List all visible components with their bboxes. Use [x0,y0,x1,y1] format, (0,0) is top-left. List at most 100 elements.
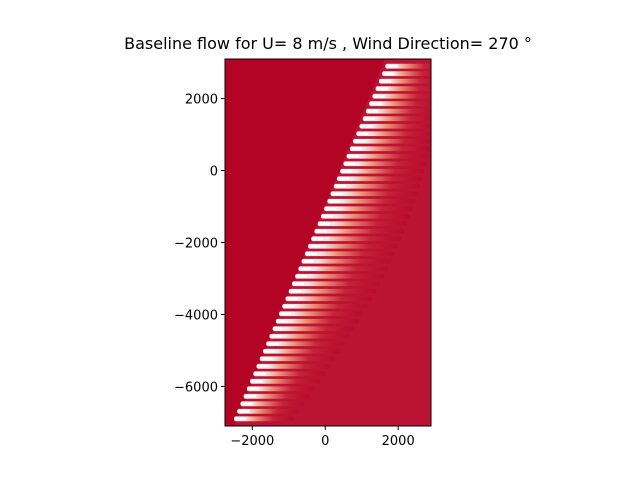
turbine-wake [311,236,402,242]
turbine-wake [234,416,295,422]
turbine-wake [288,288,377,294]
turbine-wake [359,123,431,129]
turbine-wake [266,341,345,347]
turbine-rotor [243,395,256,398]
turbine-rotor [353,140,366,143]
turbine-wake [330,191,418,197]
turbine-rotor [375,87,388,90]
turbine-wake [301,258,392,264]
turbine-rotor [314,230,327,233]
turbine-wake [350,146,431,152]
turbine-rotor [256,365,269,368]
turbine-rotor [272,327,285,330]
y-axis: −6000 −4000 −2000 0 2000 [174,93,225,395]
turbine-rotor [269,335,282,338]
turbine-wake [275,318,359,324]
turbine-wake [321,213,411,219]
turbine-wake [314,228,405,234]
turbine-wake [375,86,431,92]
turbine-wake [382,71,431,77]
turbine-rotor [301,260,314,263]
turbine-rotor [382,72,395,75]
turbine-wake [269,333,350,339]
turbine-rotor [275,320,288,323]
turbine-wake [308,243,399,249]
turbine-rotor [304,252,317,255]
turbine-rotor [385,64,398,68]
turbine-wake [243,393,310,399]
turbine-rotor [308,245,321,248]
x-tick-label: 2000 [382,434,415,449]
turbine-wake [353,138,431,144]
turbine-rotor [324,207,337,210]
turbine-rotor [292,282,305,285]
turbine-wake [343,161,427,167]
turbine-wake [317,221,408,227]
turbine-rotor [282,305,295,308]
turbine-rotor [279,312,292,315]
turbine-wake [259,356,336,362]
turbine-rotor [327,200,340,203]
turbine-rotor [337,177,350,180]
turbine-rotor [317,222,330,225]
turbine-wake [337,176,423,182]
turbine-wake [272,326,355,332]
turbine-rotor [330,192,343,195]
turbine-rotor [343,162,356,165]
chart-title: Baseline flow for U= 8 m/s , Wind Direct… [124,34,532,53]
turbine-rotor [250,380,263,383]
turbine-rotor [366,110,379,113]
turbine-rotor [346,155,359,158]
turbine-rotor [378,80,391,83]
turbine-wake [285,296,372,302]
turbine-wake [256,363,331,369]
y-tick-label: −4000 [174,308,218,323]
y-tick-label: 2000 [185,93,218,108]
turbine-wake [250,378,321,384]
turbine-wake [346,153,429,159]
turbine-rotor [311,237,324,240]
y-tick-label: −6000 [174,380,218,395]
plot-area [224,58,432,427]
turbine-rotor [321,215,334,218]
turbine-wake [369,101,431,107]
turbine-wake [324,206,413,212]
turbine-rotor [266,342,279,345]
turbine-rotor [340,170,353,173]
turbine-wake [327,198,416,204]
turbine-wake [279,311,364,317]
turbine-wake [372,93,431,99]
turbine-wake [298,266,388,272]
turbine-wake [340,168,425,174]
turbine-rotor [295,275,308,278]
turbine-rotor [237,410,250,413]
turbine-wake [246,386,315,392]
x-tick-label: −2000 [230,434,274,449]
turbine-rotor [246,387,259,390]
turbine-rotor [356,132,369,135]
turbine-wake [356,131,431,137]
turbine-wake [378,78,431,84]
turbine-wake [253,371,326,377]
turbine-rotor [285,297,298,300]
turbine-rotor [259,357,272,360]
turbine-rotor [288,290,301,293]
turbine-wake [282,303,368,309]
turbine-wake [263,348,341,354]
turbine-rotor [333,185,346,188]
turbine-rotor [240,402,253,405]
turbine-rotor [359,125,372,128]
turbine-rotor [369,102,382,105]
turbine-rotor [350,147,363,150]
turbine-wake [240,401,305,407]
y-tick-label: 0 [210,165,218,180]
turbine-wake [292,281,381,287]
turbine-rotor [263,350,276,353]
turbine-wake [362,116,431,122]
turbine-rotor [298,267,311,270]
turbine-wake [304,251,395,257]
turbine-wake [366,108,431,114]
y-tick-label: −2000 [174,237,218,252]
x-axis: −2000 0 2000 [230,426,415,449]
turbine-rotor [234,417,247,421]
